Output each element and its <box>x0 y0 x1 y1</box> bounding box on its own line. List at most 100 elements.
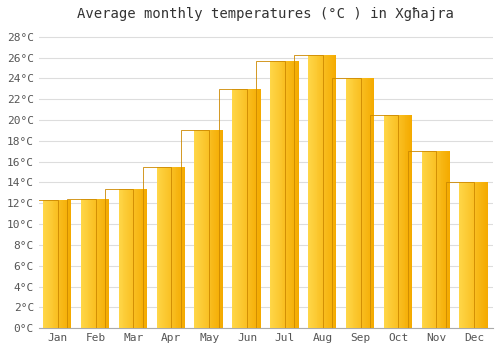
Bar <box>361 78 362 328</box>
Bar <box>310 55 311 328</box>
Bar <box>384 115 412 328</box>
Bar <box>324 55 325 328</box>
Bar <box>271 61 272 328</box>
Bar <box>235 89 236 328</box>
Bar <box>346 78 347 328</box>
Bar <box>44 200 45 328</box>
Bar <box>195 131 224 328</box>
Bar <box>308 55 309 328</box>
Bar <box>470 182 471 328</box>
Bar <box>101 199 102 328</box>
Bar <box>366 78 368 328</box>
Bar <box>162 167 164 328</box>
Bar <box>294 55 322 328</box>
Bar <box>291 61 292 328</box>
Bar <box>90 199 92 328</box>
Bar <box>253 89 254 328</box>
Bar <box>168 167 169 328</box>
Bar <box>135 189 136 328</box>
Bar <box>434 151 435 328</box>
Bar <box>217 131 218 328</box>
Bar <box>478 182 480 328</box>
Bar <box>284 61 286 328</box>
Bar <box>446 151 447 328</box>
Bar <box>203 131 204 328</box>
Bar <box>47 200 48 328</box>
Bar <box>352 78 354 328</box>
Bar <box>238 89 239 328</box>
Bar <box>476 182 478 328</box>
Bar <box>431 151 432 328</box>
Bar <box>198 131 199 328</box>
Bar <box>65 200 66 328</box>
Bar <box>218 89 247 328</box>
Bar <box>444 151 446 328</box>
Bar <box>362 78 363 328</box>
Bar <box>323 55 324 328</box>
Bar <box>274 61 275 328</box>
Bar <box>176 167 178 328</box>
Bar <box>484 182 485 328</box>
Bar <box>313 55 314 328</box>
Bar <box>174 167 176 328</box>
Bar <box>286 61 287 328</box>
Bar <box>359 78 360 328</box>
Bar <box>242 89 244 328</box>
Bar <box>95 199 96 328</box>
Bar <box>131 189 132 328</box>
Bar <box>219 131 220 328</box>
Bar <box>105 189 134 328</box>
Bar <box>277 61 278 328</box>
Bar <box>86 199 88 328</box>
Bar <box>312 55 313 328</box>
Bar <box>48 200 49 328</box>
Bar <box>52 200 54 328</box>
Bar <box>248 89 250 328</box>
Bar <box>438 151 440 328</box>
Bar <box>142 189 144 328</box>
Bar <box>466 182 467 328</box>
Bar <box>169 167 170 328</box>
Bar <box>460 182 462 328</box>
Bar <box>244 89 246 328</box>
Bar <box>60 200 61 328</box>
Bar <box>140 189 141 328</box>
Bar <box>257 89 258 328</box>
Bar <box>460 182 488 328</box>
Bar <box>408 151 436 328</box>
Bar <box>57 200 58 328</box>
Bar <box>348 78 350 328</box>
Bar <box>322 55 323 328</box>
Bar <box>252 89 253 328</box>
Bar <box>293 61 294 328</box>
Bar <box>144 189 146 328</box>
Bar <box>474 182 476 328</box>
Bar <box>180 167 182 328</box>
Bar <box>327 55 328 328</box>
Bar <box>124 189 126 328</box>
Bar <box>449 151 450 328</box>
Bar <box>436 151 437 328</box>
Bar <box>334 55 336 328</box>
Bar <box>463 182 464 328</box>
Bar <box>467 182 468 328</box>
Bar <box>44 200 72 328</box>
Bar <box>330 55 331 328</box>
Bar <box>233 89 261 328</box>
Bar <box>92 199 93 328</box>
Bar <box>167 167 168 328</box>
Bar <box>448 151 449 328</box>
Bar <box>358 78 359 328</box>
Bar <box>392 115 393 328</box>
Bar <box>282 61 284 328</box>
Bar <box>472 182 474 328</box>
Bar <box>325 55 326 328</box>
Bar <box>250 89 252 328</box>
Bar <box>98 199 99 328</box>
Bar <box>181 131 209 328</box>
Bar <box>408 115 410 328</box>
Bar <box>50 200 51 328</box>
Bar <box>236 89 237 328</box>
Bar <box>316 55 318 328</box>
Bar <box>99 199 100 328</box>
